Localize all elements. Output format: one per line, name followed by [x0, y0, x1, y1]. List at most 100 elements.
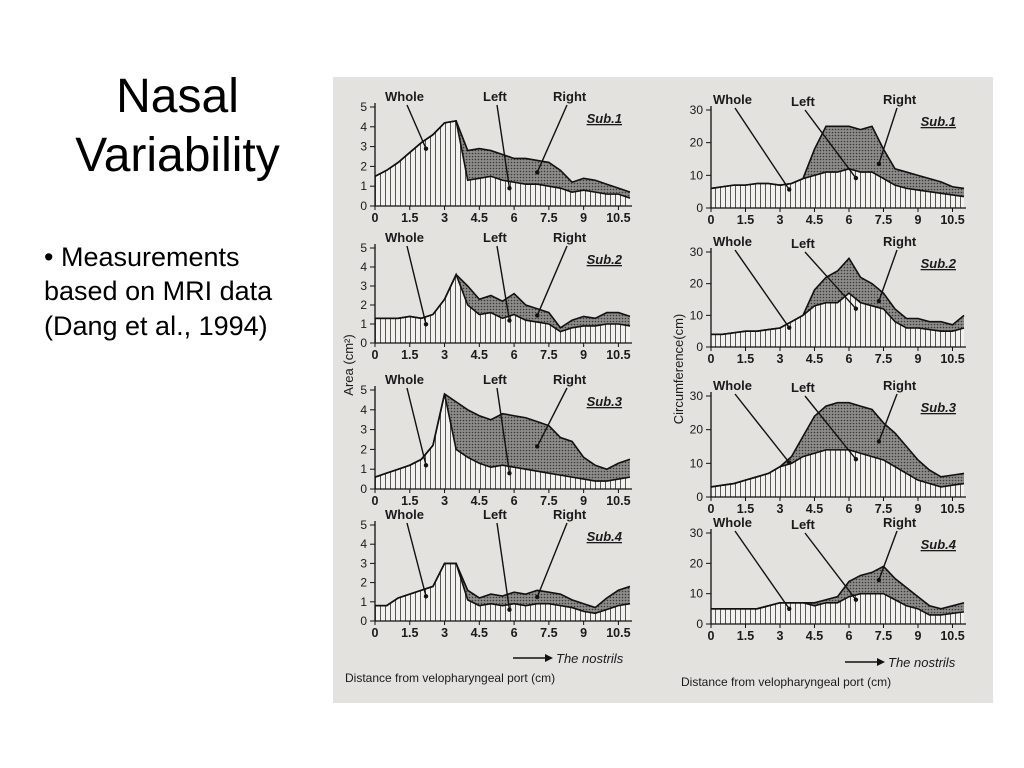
y-tick-label: 5 — [360, 100, 367, 114]
left-side-area — [375, 563, 630, 621]
x-tick-label: 1.5 — [401, 494, 418, 508]
x-tick-label: 6 — [511, 626, 518, 640]
left-side-area — [375, 393, 630, 489]
x-tick-label: 0 — [372, 494, 379, 508]
label-pointer-tip — [787, 325, 792, 330]
label-pointer-tip — [853, 175, 859, 181]
bullet-item: • Measurements based on MRI data (Dang e… — [44, 240, 304, 343]
x-tick-label: 1.5 — [737, 213, 754, 227]
x-tick-label: 6 — [846, 352, 853, 366]
label-pointer-tip — [876, 439, 882, 444]
x-tick-label: 0 — [708, 213, 715, 227]
label-pointer — [406, 387, 427, 466]
y-tick-label: 20 — [690, 277, 704, 291]
label-pointer-tip — [507, 471, 512, 476]
y-tick-label: 0 — [696, 201, 703, 215]
series-line-left — [710, 167, 965, 198]
right-label: Right — [883, 515, 917, 530]
right-side-area — [375, 563, 630, 614]
x-axis-label-left: Distance from velopharyngeal port (cm) — [345, 671, 555, 685]
label-pointer-tip — [876, 577, 882, 583]
label-pointer-tip — [423, 594, 429, 599]
series-line-left — [710, 449, 965, 488]
label-pointer-tip — [853, 457, 859, 462]
series-line-left — [375, 562, 631, 615]
figure-canvas: Area (cm²) Circumference(cm) The nostril… — [341, 89, 966, 689]
nostrils-arrowhead-right — [877, 658, 885, 666]
chart-panel-4: 0 10 20 30 0 1.5 3 4.5 6 7.5 9 10.5 Sub.2 Whole Left Ri… — [690, 234, 966, 366]
left-side-area — [375, 120, 630, 206]
label-pointer — [734, 107, 790, 190]
x-tick-label: 10.5 — [940, 352, 964, 366]
x-tick-label: 10.5 — [606, 494, 630, 508]
label-pointer — [536, 522, 568, 598]
label-pointer-tip — [535, 444, 540, 449]
y-tick-label: 0 — [360, 482, 367, 496]
y-tick-label: 3 — [360, 140, 367, 154]
y-tick-label: 4 — [360, 403, 367, 417]
x-tick-label: 4.5 — [806, 629, 823, 643]
left-label: Left — [791, 94, 816, 109]
x-tick-label: 7.5 — [875, 629, 892, 643]
y-tick-label: 2 — [360, 298, 367, 312]
slide-title: Nasal Variability — [30, 68, 325, 185]
label-pointer — [804, 109, 857, 179]
x-tick-label: 0 — [708, 502, 715, 516]
right-side-area — [711, 566, 964, 615]
left-side-area — [711, 449, 964, 497]
scanned-figure: Area (cm²) Circumference(cm) The nostril… — [333, 77, 993, 703]
series-line-left — [711, 592, 965, 616]
whole-label: Whole — [713, 378, 752, 393]
x-tick-label: 6 — [511, 211, 518, 225]
x-tick-label: 3 — [777, 213, 784, 227]
label-pointer — [406, 522, 427, 597]
y-tick-label: 1 — [360, 462, 367, 476]
label-pointer — [536, 245, 568, 316]
chart-panel-5: 0 1 2 3 4 5 0 1.5 3 4.5 6 7.5 9 10.5 Sub.3 Whole Left Rig… — [360, 372, 632, 508]
label-pointer — [804, 532, 857, 601]
label-pointer-tip — [507, 318, 512, 323]
x-tick-label: 7.5 — [540, 348, 557, 362]
x-tick-label: 9 — [580, 348, 587, 362]
x-tick-label: 6 — [846, 502, 853, 516]
x-tick-label: 3 — [777, 502, 784, 516]
x-tick-label: 4.5 — [806, 352, 823, 366]
x-tick-label: 3 — [441, 211, 448, 225]
y-tick-label: 3 — [360, 423, 367, 437]
x-tick-label: 9 — [580, 626, 587, 640]
left-label: Left — [791, 517, 816, 532]
label-pointer-tip — [853, 306, 859, 311]
series-line-left — [375, 272, 631, 333]
series-line-left — [374, 393, 631, 482]
x-tick-label: 1.5 — [401, 211, 418, 225]
subplot-title: Sub.2 — [921, 256, 957, 271]
y-tick-label: 2 — [360, 442, 367, 456]
chart-panel-7: 0 1 2 3 4 5 0 1.5 3 4.5 6 7.5 9 10.5 Sub.4 Whole Left Rig… — [360, 507, 632, 640]
x-tick-label: 6 — [846, 629, 853, 643]
y-tick-label: 30 — [690, 103, 704, 117]
x-tick-label: 3 — [441, 494, 448, 508]
x-tick-label: 3 — [441, 626, 448, 640]
x-tick-label: 6 — [511, 348, 518, 362]
chart-panel-3: 0 1 2 3 4 5 0 1.5 3 4.5 6 7.5 9 10.5 Sub.2 Whole Left Rig… — [360, 230, 632, 362]
x-tick-label: 0 — [708, 352, 715, 366]
right-label: Right — [883, 92, 917, 107]
left-side-area — [711, 168, 964, 208]
subplot-title: Sub.4 — [587, 529, 623, 544]
label-pointer — [496, 387, 511, 474]
label-pointer-tip — [787, 460, 792, 465]
series-line-left — [374, 119, 631, 199]
x-tick-label: 7.5 — [875, 213, 892, 227]
whole-label: Whole — [385, 89, 424, 104]
bottom-annotation-right: The nostrils Distance from velopharyngea… — [681, 655, 956, 689]
subplot-title: Sub.3 — [587, 394, 623, 409]
label-pointer — [878, 393, 898, 442]
label-pointer — [536, 387, 568, 447]
y-tick-label: 10 — [690, 168, 704, 182]
nostrils-label-right: The nostrils — [888, 655, 956, 670]
chart-panel-8: 0 10 20 30 0 1.5 3 4.5 6 7.5 9 10.5 Sub.4 Whole Left Ri… — [690, 515, 966, 643]
y-tick-label: 5 — [360, 241, 367, 255]
label-pointer-tip — [787, 187, 792, 192]
nostrils-label-left: The nostrils — [556, 651, 624, 666]
